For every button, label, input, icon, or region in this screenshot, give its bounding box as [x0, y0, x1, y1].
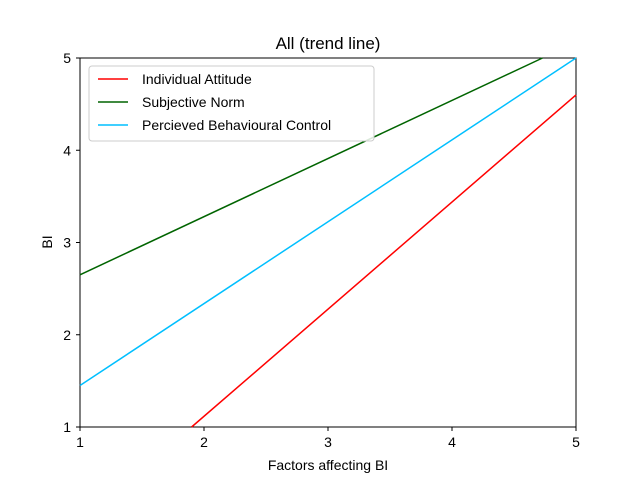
- y-tick-label: 3: [63, 235, 71, 251]
- legend-label: Subjective Norm: [142, 94, 245, 110]
- y-tick-label: 1: [63, 419, 71, 435]
- y-tick-label: 4: [63, 142, 71, 158]
- x-tick-label: 5: [572, 434, 580, 450]
- y-axis-label: BI: [39, 235, 55, 248]
- y-tick-label: 2: [63, 327, 71, 343]
- x-tick-label: 1: [76, 434, 84, 450]
- chart-title: All (trend line): [276, 34, 381, 53]
- x-axis-ticks: 1 2 3 4 5: [76, 427, 580, 450]
- series-line-0: [191, 94, 577, 428]
- legend-label: Percieved Behavioural Control: [142, 117, 331, 133]
- legend-label: Individual Attitude: [142, 71, 252, 87]
- legend-box: [88, 65, 375, 142]
- x-tick-label: 2: [200, 434, 208, 450]
- legend: Individual Attitude Subjective Norm Percie…: [88, 65, 375, 142]
- series-line-1: [79, 57, 543, 276]
- y-axis-ticks: 1 2 3 4 5: [63, 50, 80, 435]
- x-tick-label: 3: [324, 434, 332, 450]
- y-tick-label: 5: [63, 50, 71, 66]
- x-tick-label: 4: [448, 434, 456, 450]
- series-layer: [79, 57, 577, 428]
- series-line-2: [79, 57, 577, 387]
- x-axis-label: Factors affecting BI: [268, 457, 388, 473]
